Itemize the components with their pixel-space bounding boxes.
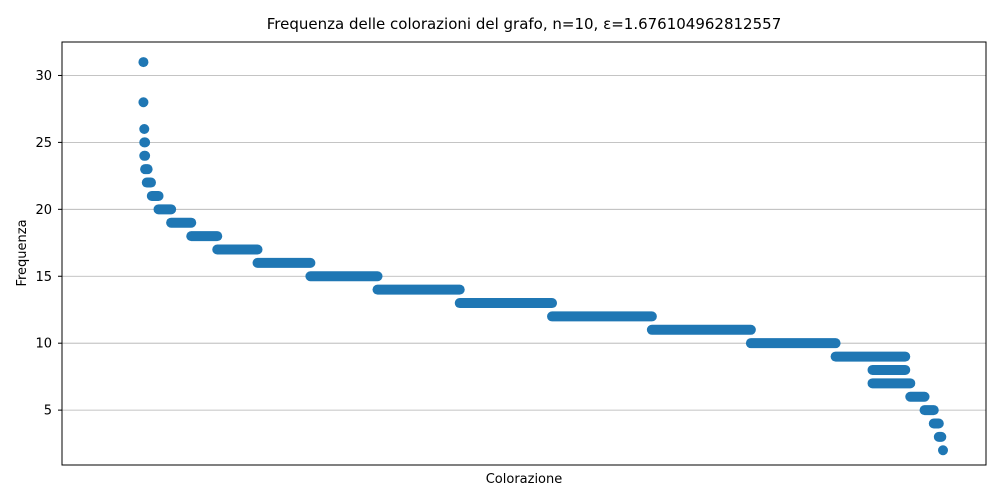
data-point-group-freq-24 xyxy=(139,150,151,161)
data-point-group-freq-23 xyxy=(140,164,153,175)
data-point-group-freq-6 xyxy=(905,391,930,402)
data-point-group-freq-26 xyxy=(139,124,150,135)
data-point-group-freq-25 xyxy=(139,137,151,148)
y-axis-ticks: 5 10 15 20 25 30 xyxy=(35,69,62,419)
data-point-group-freq-14 xyxy=(372,284,465,295)
data-point-group-freq-9 xyxy=(830,351,911,362)
y-tick-label-25: 25 xyxy=(35,136,52,151)
chart-title: Frequenza delle colorazioni del grafo, n… xyxy=(267,15,781,33)
data-point-group-freq-7 xyxy=(867,378,916,389)
data-point-group-freq-19 xyxy=(166,217,197,228)
data-point-group-freq-15 xyxy=(305,271,383,282)
data-point-group-freq-11 xyxy=(646,324,756,335)
y-tick-label-10: 10 xyxy=(35,337,52,352)
data-point-group-freq-2 xyxy=(938,445,948,456)
y-axis-label: Frequenza xyxy=(15,219,30,286)
data-point-group-freq-16 xyxy=(252,257,316,268)
data-points xyxy=(138,57,948,456)
x-axis-label: Colorazione xyxy=(486,472,563,487)
y-tick-label-30: 30 xyxy=(35,69,52,84)
data-point-group-freq-31 xyxy=(138,57,149,68)
y-tick-label-20: 20 xyxy=(35,203,52,218)
data-point-group-freq-17 xyxy=(212,244,263,255)
data-point-group-freq-13 xyxy=(454,298,558,309)
y-tick-label-5: 5 xyxy=(44,404,52,419)
data-point-group-freq-20 xyxy=(153,204,177,215)
data-point-group-freq-8 xyxy=(867,364,911,375)
data-point-group-freq-28 xyxy=(138,97,149,108)
data-point-group-freq-3 xyxy=(933,431,947,442)
data-point-group-freq-10 xyxy=(745,338,841,349)
plot-frame xyxy=(61,41,987,466)
data-point-group-freq-21 xyxy=(146,190,164,201)
data-point-group-freq-18 xyxy=(186,231,223,242)
y-tick-label-15: 15 xyxy=(35,270,52,285)
data-point-group-freq-5 xyxy=(919,405,939,416)
data-point-group-freq-12 xyxy=(547,311,657,322)
data-point-group-freq-22 xyxy=(141,177,156,188)
data-point-group-freq-4 xyxy=(928,418,944,429)
grid-lines xyxy=(62,75,986,411)
